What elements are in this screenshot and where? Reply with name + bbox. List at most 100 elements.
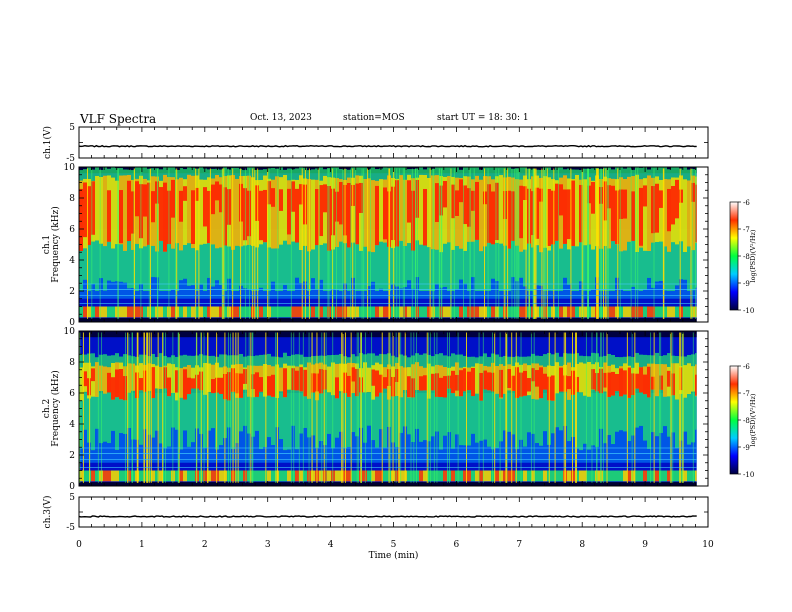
ch2-spectrogram-spec-band-cell xyxy=(267,376,271,396)
ch2-spectrogram-spec-band-cell xyxy=(83,371,87,387)
ch2-spectrogram-spec-lowband-cell xyxy=(115,470,119,482)
ch1-spectrogram-spec-lowband-cell xyxy=(475,306,479,318)
ch2-spectrogram-spec-lowband-cell xyxy=(451,470,455,482)
ch1-spectrogram-spec-lowband-cell xyxy=(195,306,199,318)
ch2-spectrogram-spec-band-cell xyxy=(523,356,527,447)
ch1-spectrogram-spec-band-cell xyxy=(591,181,595,214)
y-tick-label: 0 xyxy=(69,318,75,328)
ch2-spectrogram-spec-band-cell xyxy=(299,367,303,392)
ch2-spectrogram-spec-band-cell xyxy=(463,368,467,392)
ch2-spectrogram-spec-band-cell xyxy=(191,367,195,389)
ch2-spectrogram-spec-band-cell xyxy=(455,374,459,391)
ch2-spectrogram-spec-lowband-cell xyxy=(395,470,399,482)
y-tick-label: 4 xyxy=(69,420,75,430)
start-time-label: start UT = 18: 30: 1 xyxy=(437,113,529,123)
ch1-spectrogram-spec-lowband-cell xyxy=(347,306,351,318)
ch2-spectrogram-spec-band-cell xyxy=(95,362,99,397)
ch1-spectrogram-spec-lowband-cell xyxy=(183,306,187,318)
ch2-spectrogram-spec-lowband-cell xyxy=(175,470,179,482)
ch1-spectrogram-spec-band-cell xyxy=(347,182,351,248)
ch1-spectrogram-spec-lowband-cell xyxy=(295,306,299,318)
ch2-spectrogram-spec-band-cell xyxy=(187,377,191,395)
ch2-spectrogram-spec-band-cell xyxy=(123,376,127,401)
ch2-spectrogram-spec-band-cell xyxy=(495,354,499,449)
ch2-spectrogram-spec-band-cell xyxy=(615,373,619,392)
ch2-spectrogram-spec-band-cell xyxy=(287,356,291,450)
ch1-spectrogram-spec-lowband-cell xyxy=(559,306,563,318)
ch2-spectrogram-spec-band-cell xyxy=(415,362,419,390)
ch2-spectrogram-spec-band-cell xyxy=(79,354,83,449)
y-tick-label: 6 xyxy=(69,389,75,399)
ch2-spectrogram-spec-band-cell xyxy=(283,368,287,398)
ch2-spectrogram-spec-band-cell xyxy=(235,355,239,444)
ch2-ylabel-frequency: Frequency (kHz) xyxy=(50,370,61,447)
ch2-spectrogram-spec-band-cell xyxy=(295,370,299,391)
ch1-spectrogram-spec-lowband-cell xyxy=(187,306,191,318)
ch2-spectrogram-spec-lowband-cell xyxy=(211,470,215,482)
ch1-spectrogram-spec-band-cell xyxy=(203,187,207,227)
ch2-spectrogram-spec-band-cell xyxy=(283,352,287,451)
ch2-spectrogram-spec-lowband-cell xyxy=(203,470,207,482)
ch2-spectrogram-spec-lowband-cell xyxy=(271,470,275,482)
ch2-spectrogram-spec-lowband-cell xyxy=(607,470,611,482)
ch1-spectrogram-spec-lowband-cell xyxy=(603,306,607,318)
ch2-spectrogram-spec-band-cell xyxy=(227,372,231,401)
ch2-spectrogram-spec-band-cell xyxy=(263,364,267,397)
ch2-spectrogram-spec-band-cell xyxy=(651,376,655,390)
ch1-spectrogram-spec-band-cell xyxy=(379,179,383,242)
ch2-spectrogram-spec-band-cell xyxy=(327,366,331,393)
ch1-spectrogram-spec-band-cell xyxy=(179,190,183,222)
ch2-spectrogram-spec-band-cell xyxy=(319,369,323,394)
ch1-spectrogram-spec-lowband-cell xyxy=(219,306,223,318)
ch2-spectrogram-spec-lowband-cell xyxy=(259,470,263,482)
ch2-spectrogram-spec-lowband-cell xyxy=(619,470,623,482)
ch2-spectrogram-spec-lowband-cell xyxy=(163,470,167,482)
ch2-spectrogram-spec-band-cell xyxy=(611,355,615,445)
ch1-spectrogram-spec-lowband-cell xyxy=(283,306,287,318)
ch1-spectrogram-spec-band-cell xyxy=(619,189,623,219)
ch1-spectrogram-spec-band-cell xyxy=(459,177,463,249)
ch2-spectrogram-spec-lowband-cell xyxy=(339,470,343,482)
ch2-spectrogram-spec-band-cell xyxy=(567,376,571,390)
ch2-spectrogram-spec-band-cell xyxy=(191,378,195,389)
ch2-spectrogram-spec-band-cell xyxy=(211,379,215,394)
ch2-spectrogram-spec-lowband-cell xyxy=(375,470,379,482)
ch2-spectrogram-spec-band-cell xyxy=(179,355,183,450)
ch1-spectrogram-spec-band-cell xyxy=(399,175,403,241)
ch1-spectrogram-spec-lowband-cell xyxy=(583,306,587,318)
ch2-spectrogram-spec-band-cell xyxy=(491,353,495,450)
ch1-spectrogram-spec-lowband-cell xyxy=(627,306,631,318)
ch2-spectrogram-spec-lowband-cell xyxy=(167,470,171,482)
ch2-spectrogram-spec-lowband-cell xyxy=(131,470,135,482)
ch1-spectrogram-spec-lowband-cell xyxy=(447,306,451,318)
ch1-spectrogram-spec-lowband-cell xyxy=(339,306,343,318)
ch1-spectrogram-spec-band-cell xyxy=(523,186,527,200)
ch1-spectrogram-spec-lowband-cell xyxy=(555,306,559,318)
ch2-spectrogram-spec-band-cell xyxy=(263,354,267,447)
ch2-spectrogram-spec-band-cell xyxy=(291,368,295,391)
ch1-spectrogram-spec-band-cell xyxy=(315,189,319,246)
ch1-spectrogram-spec-band-cell xyxy=(355,183,359,245)
ch1-spectrogram-spec-band-cell xyxy=(547,188,551,246)
ch2-spectrogram-spec-lowband-cell xyxy=(103,470,107,482)
ch2-spectrogram-spec-band-cell xyxy=(295,354,299,450)
ch1-spectrogram-spec-band-cell xyxy=(647,175,651,252)
ch1-spectrogram-spec-lowband-cell xyxy=(119,306,123,318)
ch1-colorbar xyxy=(729,201,739,311)
ch1-spectrogram-spec-lowband-cell xyxy=(367,306,371,318)
ch1-spectrogram-spec-band-cell xyxy=(247,190,251,237)
ch1-spectrogram-spec-band-cell xyxy=(291,181,295,212)
ch1-spectrogram-spec-band-cell xyxy=(643,185,647,207)
ch1-spectrogram-spec-lowband-cell xyxy=(691,306,695,318)
y-tick-label: 2 xyxy=(69,451,75,461)
ch1-spectrogram-spec-band-cell xyxy=(155,181,159,204)
ch2-spectrogram-spec-band-cell xyxy=(423,353,427,441)
ch2-spectrogram-spec-band-cell xyxy=(631,356,635,436)
ch2-spectrogram-spec-lowband-cell xyxy=(439,470,443,482)
ch1-spectrogram-spec-band-cell xyxy=(667,188,671,232)
ch1-spectrogram-spec-bottom-dark xyxy=(79,318,697,322)
ch2-spectrogram-spec-band-cell xyxy=(415,353,419,429)
x-tick-label: 9 xyxy=(642,540,648,550)
ch2-spectrogram-spec-band-cell xyxy=(259,354,263,450)
ch1-spectrogram-spec-band-cell xyxy=(339,181,343,225)
